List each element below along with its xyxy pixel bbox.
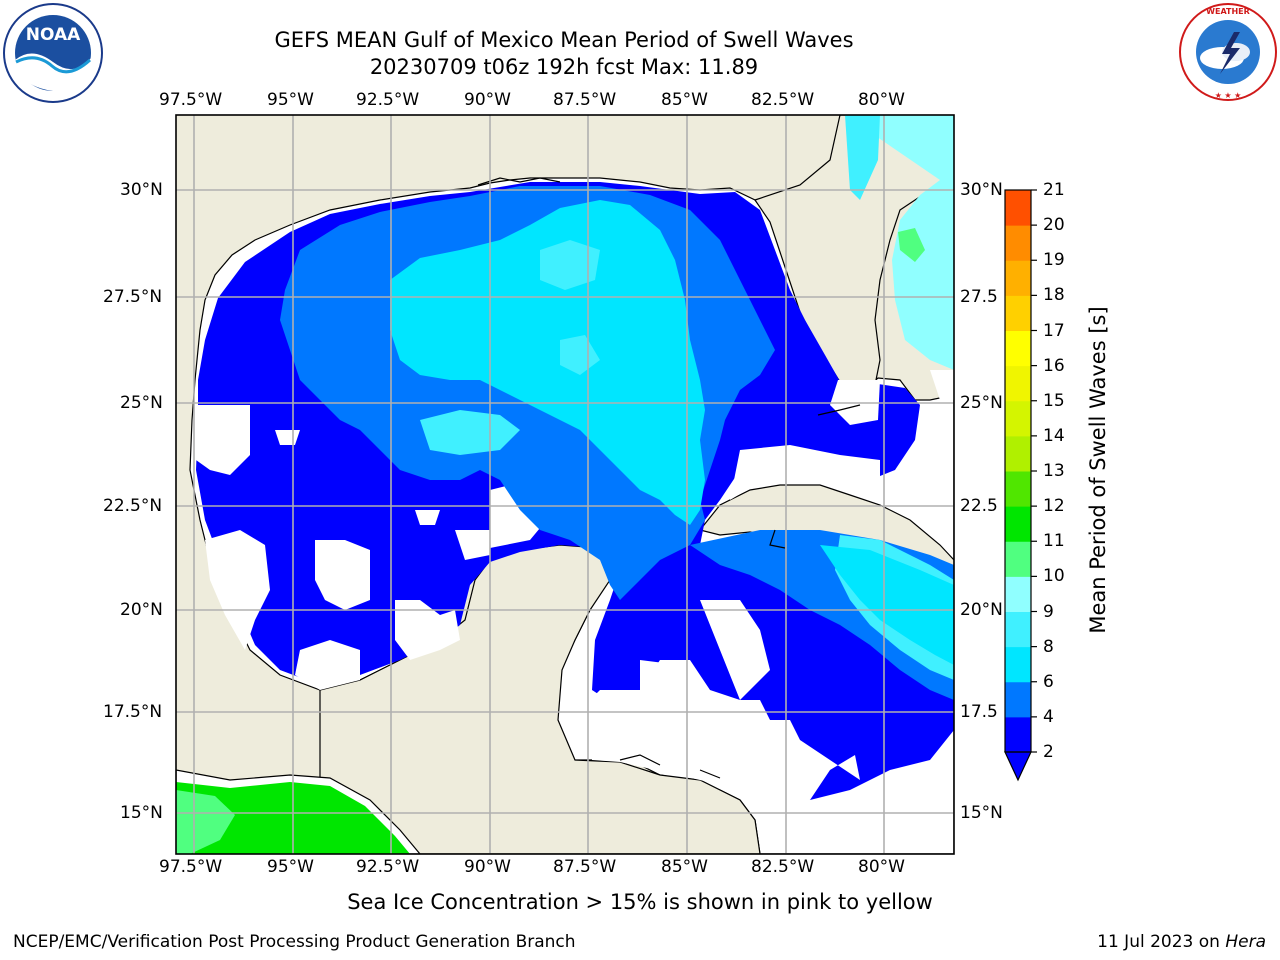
colorbar-tick-label: 13 bbox=[1043, 461, 1065, 481]
noaa-logo-text: NOAA bbox=[26, 25, 81, 45]
colorbar-under-arrow bbox=[1004, 751, 1032, 782]
noaa-logo: NOAA bbox=[3, 3, 103, 103]
lon-tick-top: 92.5°W bbox=[356, 90, 420, 110]
colorbar-segment bbox=[1005, 225, 1031, 261]
colorbar-segment bbox=[1005, 506, 1031, 542]
footer-date-text: 11 Jul 2023 on bbox=[1097, 932, 1226, 952]
nws-logo: WEATHER ★ ★ ★ bbox=[1179, 3, 1277, 101]
colorbar-segment bbox=[1005, 681, 1031, 718]
lon-tick-bottom: 95°W bbox=[267, 857, 314, 877]
lon-tick-bottom: 97.5°W bbox=[159, 857, 223, 877]
colorbar-segment bbox=[1005, 330, 1031, 367]
colorbar-tick-label: 11 bbox=[1043, 531, 1065, 552]
sea-ice-note: Sea Ice Concentration > 15% is shown in … bbox=[347, 890, 933, 914]
colorbar-tick-label: 2 bbox=[1043, 742, 1054, 762]
colorbar-tick-label: 9 bbox=[1043, 601, 1054, 622]
colorbar-segment bbox=[1005, 295, 1031, 331]
colorbar-tick-label: 6 bbox=[1043, 671, 1054, 692]
chart-title: GEFS MEAN Gulf of Mexico Mean Period of … bbox=[274, 28, 854, 52]
svg-text:WEATHER: WEATHER bbox=[1206, 7, 1250, 16]
colorbar-segment bbox=[1005, 611, 1031, 648]
lon-tick-bottom: 82.5°W bbox=[751, 857, 815, 877]
colorbar-segment bbox=[1005, 435, 1031, 472]
lat-tick-left: 27.5°N bbox=[103, 287, 163, 307]
lon-tick-top: 80°W bbox=[858, 90, 905, 110]
gridlines bbox=[176, 115, 954, 854]
lat-tick-left: 15°N bbox=[120, 803, 163, 823]
colorbar-tick-label: 8 bbox=[1043, 636, 1054, 657]
colorbar-segment bbox=[1005, 400, 1031, 437]
lat-tick-left: 30°N bbox=[120, 180, 163, 200]
lon-tick-top: 97.5°W bbox=[159, 90, 223, 110]
lat-tick-right: 15°N bbox=[960, 803, 1003, 823]
swell-green-patch bbox=[898, 228, 925, 262]
atlantic-swell-mid bbox=[845, 115, 880, 200]
lat-tick-left: 22.5°N bbox=[103, 496, 163, 516]
colorbar-tick-label: 16 bbox=[1043, 355, 1065, 376]
colorbar-tick-label: 4 bbox=[1043, 706, 1054, 727]
lon-tick-top: 95°W bbox=[267, 90, 314, 110]
lat-tick-left: 20°N bbox=[120, 600, 163, 620]
colorbar-segment bbox=[1005, 646, 1031, 683]
swell-cyan-caribbean bbox=[820, 545, 954, 665]
lat-tick-right: 27.5 bbox=[960, 287, 998, 307]
lon-tick-bottom: 92.5°W bbox=[356, 857, 420, 877]
colorbar-tick-label: 10 bbox=[1043, 566, 1065, 587]
colorbar-segment bbox=[1005, 260, 1031, 296]
colorbar-tick-label: 17 bbox=[1043, 320, 1065, 341]
lon-tick-bottom: 80°W bbox=[858, 857, 905, 877]
colorbar-tick-label: 12 bbox=[1043, 496, 1065, 517]
lat-tick-left: 25°N bbox=[120, 393, 163, 413]
lon-tick-top: 90°W bbox=[464, 90, 511, 110]
lat-tick-right: 30°N bbox=[960, 180, 1003, 200]
map-frame bbox=[175, 114, 955, 855]
colorbar-segment bbox=[1005, 716, 1031, 753]
swell-cyan bbox=[390, 200, 705, 525]
colorbar-segment bbox=[1005, 576, 1031, 612]
colorbar-tick-label: 20 bbox=[1043, 215, 1065, 236]
colorbar-tick-label: 21 bbox=[1043, 180, 1065, 200]
svg-text:★ ★ ★: ★ ★ ★ bbox=[1215, 91, 1242, 100]
lon-tick-bottom: 87.5°W bbox=[553, 857, 617, 877]
colorbar bbox=[1004, 189, 1037, 782]
lat-tick-right: 25°N bbox=[960, 393, 1003, 413]
lon-tick-bottom: 85°W bbox=[661, 857, 708, 877]
colorbar-segment bbox=[1005, 190, 1031, 226]
colorbar-segment bbox=[1005, 471, 1031, 507]
footer-host: Hera bbox=[1225, 932, 1266, 952]
florida bbox=[754, 115, 954, 397]
lat-tick-right: 17.5 bbox=[960, 702, 998, 722]
lon-tick-bottom: 90°W bbox=[464, 857, 511, 877]
colorbar-tick-label: 18 bbox=[1043, 285, 1065, 306]
lat-tick-left: 17.5°N bbox=[103, 702, 163, 722]
lon-tick-top: 87.5°W bbox=[553, 90, 617, 110]
undefined-areas bbox=[196, 370, 954, 820]
chart-subtitle: 20230709 t06z 192h fcst Max: 11.89 bbox=[369, 55, 759, 79]
lon-tick-top: 85°W bbox=[661, 90, 708, 110]
coast-details bbox=[477, 177, 861, 779]
colorbar-label: Mean Period of Swell Waves [s] bbox=[1086, 306, 1110, 634]
lat-tick-right: 22.5 bbox=[960, 496, 998, 516]
lat-tick-right: 20°N bbox=[960, 600, 1003, 620]
colorbar-tick-label: 15 bbox=[1043, 390, 1065, 411]
pacific-swell-light bbox=[176, 790, 235, 854]
colorbar-tick-label: 14 bbox=[1043, 425, 1065, 446]
footer-date: 11 Jul 2023 on Hera bbox=[1097, 932, 1266, 952]
colorbar-tick-label: 19 bbox=[1043, 250, 1065, 271]
footer-credit: NCEP/EMC/Verification Post Processing Pr… bbox=[13, 932, 576, 952]
lon-tick-top: 82.5°W bbox=[751, 90, 815, 110]
colorbar-segment bbox=[1005, 365, 1031, 402]
colorbar-segment bbox=[1005, 541, 1031, 577]
